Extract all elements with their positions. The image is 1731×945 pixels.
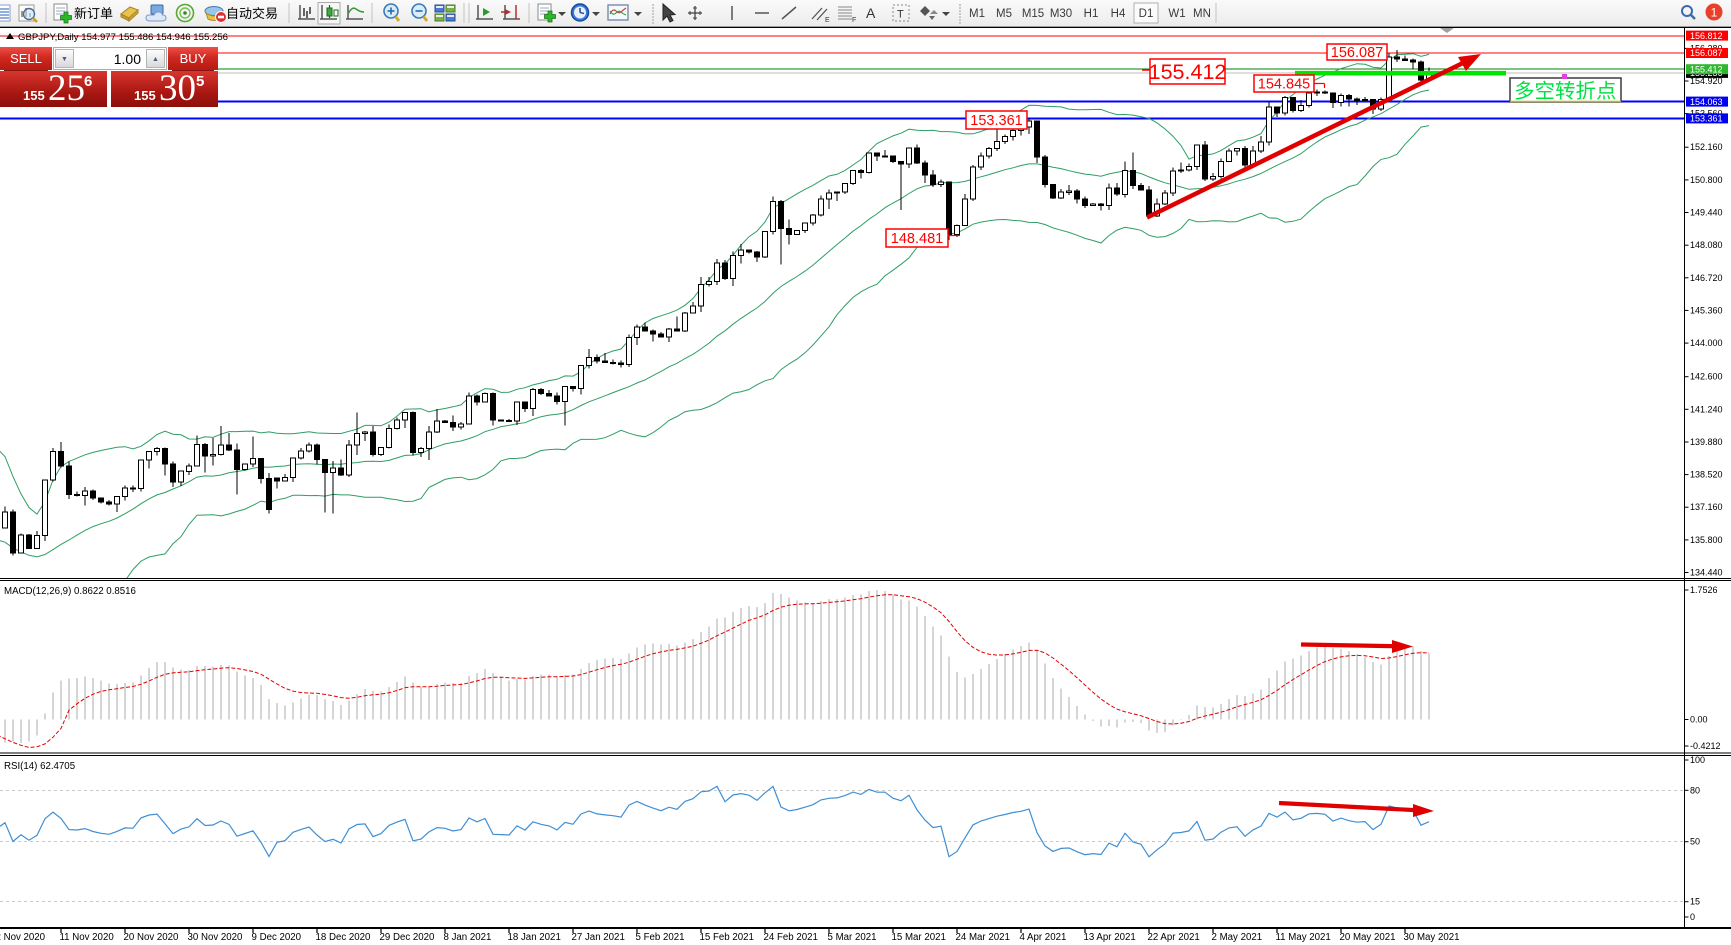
svg-text:138.520: 138.520 [1690, 470, 1723, 480]
svg-text:149.440: 149.440 [1690, 208, 1723, 218]
svg-text:20 Nov 2020: 20 Nov 2020 [124, 932, 180, 943]
svg-text:154.845: 154.845 [1258, 77, 1310, 93]
svg-text:5 Mar 2021: 5 Mar 2021 [828, 932, 877, 943]
svg-text:M30: M30 [1050, 8, 1072, 20]
svg-text:135.800: 135.800 [1690, 535, 1723, 545]
svg-text:4 Apr 2021: 4 Apr 2021 [1020, 932, 1067, 943]
svg-text:8 Jan 2021: 8 Jan 2021 [444, 932, 492, 943]
svg-text:1: 1 [1711, 6, 1718, 20]
svg-text:153.361: 153.361 [970, 113, 1022, 129]
svg-text:80: 80 [1690, 785, 1700, 795]
svg-text:0: 0 [1690, 912, 1695, 922]
svg-text:144.000: 144.000 [1690, 338, 1723, 348]
svg-text:A: A [866, 5, 876, 21]
svg-text:18 Jan 2021: 18 Jan 2021 [508, 932, 561, 943]
svg-text:30 May 2021: 30 May 2021 [1404, 932, 1460, 943]
svg-text:M5: M5 [996, 8, 1012, 20]
svg-text:D1: D1 [1139, 8, 1154, 20]
svg-text:T: T [897, 9, 904, 21]
svg-text:24 Mar 2021: 24 Mar 2021 [956, 932, 1010, 943]
svg-text:150.800: 150.800 [1690, 175, 1723, 185]
svg-text:11 May 2021: 11 May 2021 [1276, 932, 1331, 943]
svg-text:154.920: 154.920 [1690, 76, 1723, 86]
svg-text:1.7526: 1.7526 [1690, 585, 1718, 595]
svg-text:100: 100 [1690, 755, 1705, 765]
svg-text:29 Dec 2020: 29 Dec 2020 [380, 932, 436, 943]
svg-text:134.440: 134.440 [1690, 568, 1723, 578]
svg-text:27 Jan 2021: 27 Jan 2021 [572, 932, 625, 943]
svg-text:18 Dec 2020: 18 Dec 2020 [316, 932, 372, 943]
svg-text:M1: M1 [969, 8, 985, 20]
svg-text:22 Apr 2021: 22 Apr 2021 [1148, 932, 1200, 943]
svg-text:15 Feb 2021: 15 Feb 2021 [700, 932, 754, 943]
svg-text:2 Nov 2020: 2 Nov 2020 [0, 932, 46, 943]
svg-text:F: F [852, 17, 856, 24]
svg-text:142.600: 142.600 [1690, 372, 1723, 382]
svg-text:146.720: 146.720 [1690, 273, 1723, 283]
svg-text:24 Feb 2021: 24 Feb 2021 [764, 932, 818, 943]
svg-text:H1: H1 [1084, 8, 1099, 20]
svg-text:MN: MN [1193, 8, 1211, 20]
svg-text:154.063: 154.063 [1690, 97, 1723, 107]
svg-text:139.880: 139.880 [1690, 437, 1723, 447]
svg-text:50: 50 [1690, 837, 1700, 847]
svg-text:GBPJPY,Daily 154.977 155.486: GBPJPY,Daily 154.977 155.486 154.946 155… [18, 32, 228, 43]
svg-text:W1: W1 [1168, 8, 1185, 20]
svg-text:15: 15 [1690, 897, 1700, 907]
svg-text:5 Feb 2021: 5 Feb 2021 [636, 932, 685, 943]
svg-text:RSI(14) 62.4705: RSI(14) 62.4705 [4, 761, 75, 772]
svg-text:156.812: 156.812 [1690, 31, 1723, 41]
svg-text:0.00: 0.00 [1690, 715, 1708, 725]
svg-text:148.080: 148.080 [1690, 240, 1723, 250]
svg-text:H4: H4 [1111, 8, 1126, 20]
svg-text:MACD(12,26,9) 0.8622 0.8516: MACD(12,26,9) 0.8622 0.8516 [4, 586, 136, 597]
svg-text:156.087: 156.087 [1331, 45, 1383, 61]
svg-text:13 Apr 2021: 13 Apr 2021 [1084, 932, 1136, 943]
svg-text:2 May 2021: 2 May 2021 [1212, 932, 1263, 943]
svg-text:152.160: 152.160 [1690, 142, 1723, 152]
svg-text:153.361: 153.361 [1690, 114, 1723, 124]
svg-text:145.360: 145.360 [1690, 305, 1723, 315]
svg-text:20 May 2021: 20 May 2021 [1340, 932, 1396, 943]
svg-text:11 Nov 2020: 11 Nov 2020 [60, 932, 115, 943]
svg-text:30 Nov 2020: 30 Nov 2020 [188, 932, 244, 943]
svg-text:E: E [825, 17, 830, 24]
svg-text:156.087: 156.087 [1690, 48, 1723, 58]
svg-text:-0.4212: -0.4212 [1690, 741, 1721, 751]
svg-text:15 Mar 2021: 15 Mar 2021 [892, 932, 946, 943]
svg-text:155.412: 155.412 [1690, 64, 1723, 74]
svg-text:141.240: 141.240 [1690, 404, 1723, 414]
svg-text:148.481: 148.481 [891, 231, 943, 247]
svg-text:M15: M15 [1022, 8, 1044, 20]
svg-text:137.160: 137.160 [1690, 502, 1723, 512]
svg-text:155.412: 155.412 [1149, 60, 1227, 84]
svg-text:9 Dec 2020: 9 Dec 2020 [252, 932, 302, 943]
